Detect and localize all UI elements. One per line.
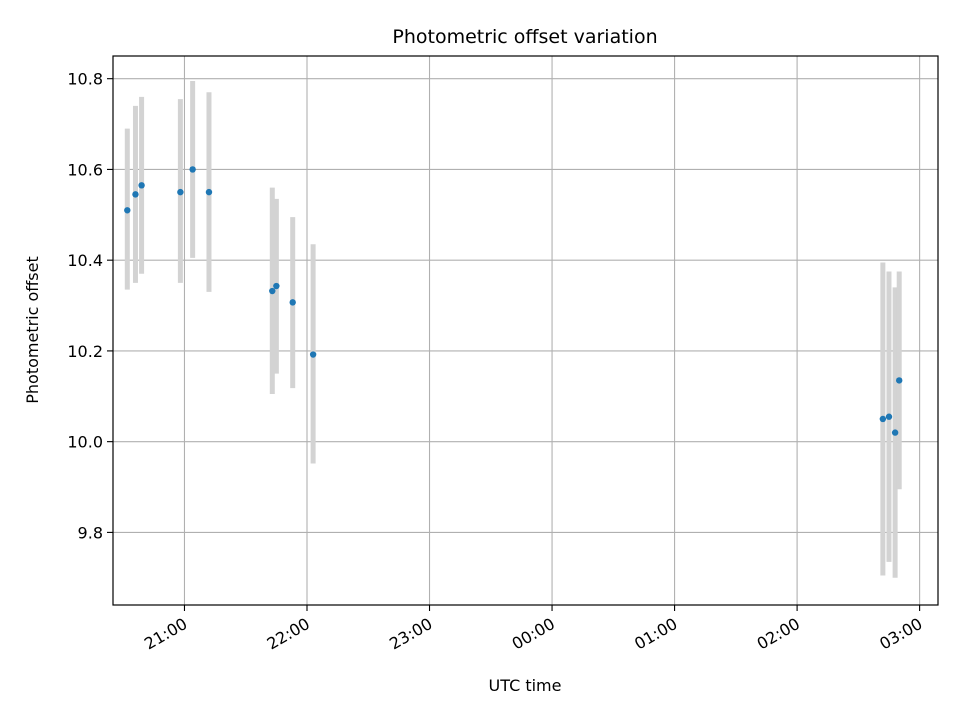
y-tick-label: 10.0 [67,433,103,452]
data-point [124,207,131,214]
y-tick-label: 10.4 [67,251,103,270]
data-point [891,429,899,436]
x-axis-title: UTC time [489,676,562,695]
data-point [273,282,280,290]
data-point [879,415,887,423]
y-axis: 9.8 10.0 10.2 10.4 10.6 10.8 [67,70,113,542]
grid-lines [113,56,938,605]
plot-frame [112,55,939,606]
data-point [177,188,184,196]
data-point [885,413,893,420]
y-tick-label: 10.2 [67,342,103,361]
y-tick-label: 10.6 [67,160,103,179]
y-tick-label: 10.8 [67,70,103,89]
chart-title: Photometric offset variation [392,26,657,48]
data-point [309,351,317,358]
data-point [269,287,276,295]
data-point [189,166,196,173]
data-point [138,182,145,189]
data-point [132,191,139,198]
y-axis-title: Photometric offset [23,256,42,404]
y-tick-label: 9.8 [78,523,103,542]
data-point [896,377,903,384]
data-points [124,166,903,436]
data-point [289,299,296,306]
data-point [205,188,213,196]
